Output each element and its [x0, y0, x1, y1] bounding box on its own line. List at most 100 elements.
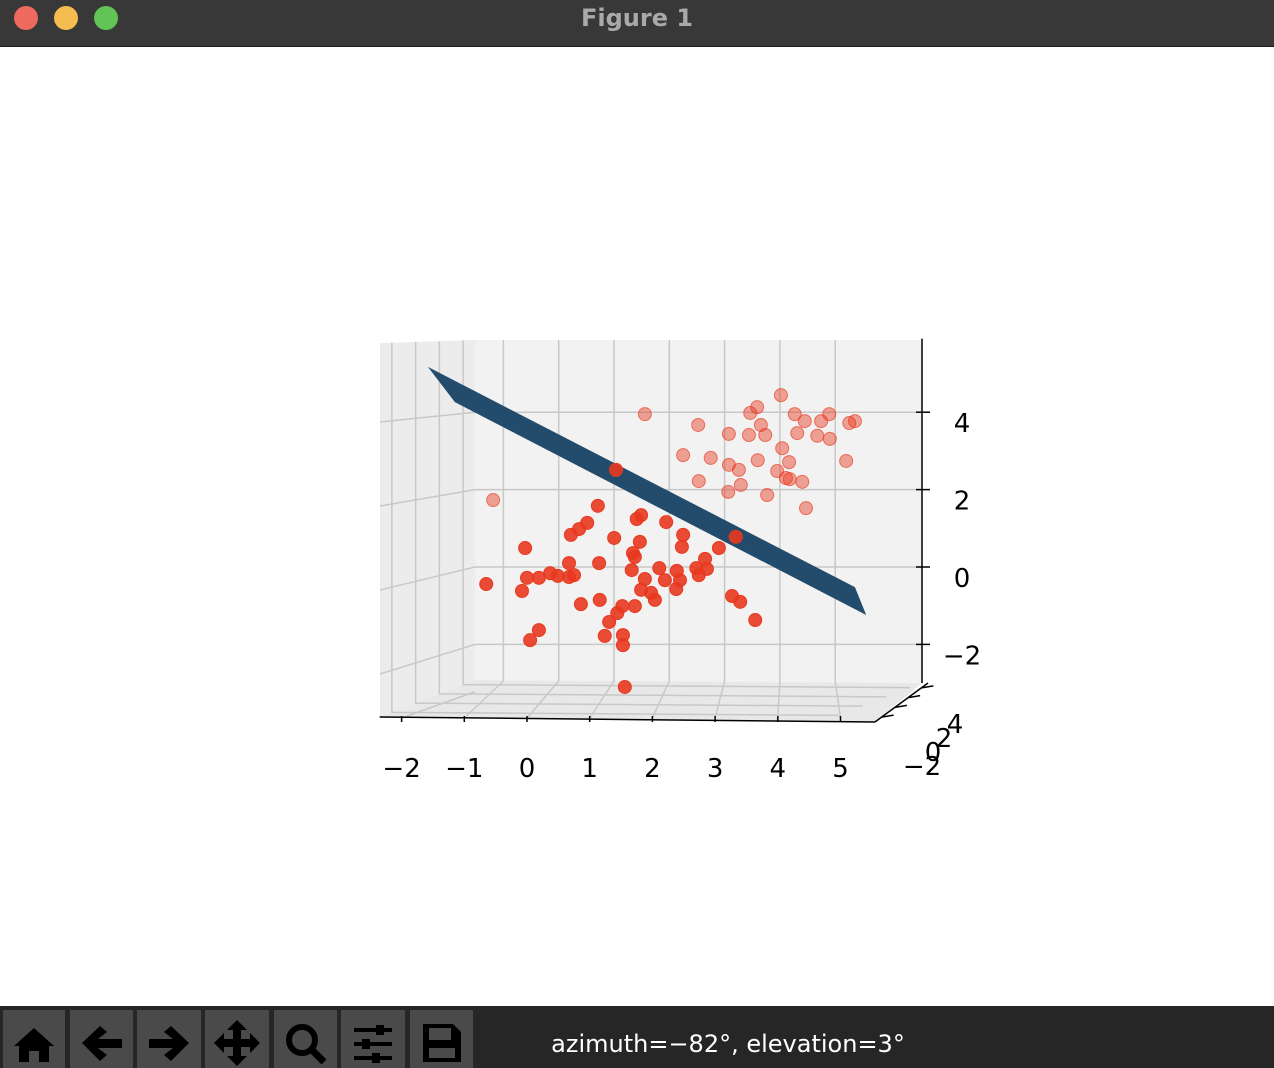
data-point: [822, 431, 837, 446]
pan-icon: [214, 1020, 260, 1066]
data-point: [669, 582, 684, 597]
grid-line: [463, 680, 504, 719]
y-axis: [874, 682, 929, 723]
data-point: [787, 407, 802, 422]
data-point: [518, 541, 533, 556]
data-point: [782, 472, 797, 487]
data-point: [486, 493, 501, 508]
data-point: [562, 570, 577, 585]
z-tick-label: −2: [943, 641, 981, 671]
data-point: [799, 501, 814, 516]
data-point: [731, 462, 746, 477]
data-point: [647, 592, 662, 607]
data-point: [814, 414, 829, 429]
window-title: Figure 1: [581, 4, 693, 32]
grid-line: [651, 680, 670, 719]
back-icon: [82, 1026, 122, 1061]
data-point: [590, 498, 605, 513]
data-point: [514, 583, 529, 598]
data-point: [733, 477, 748, 492]
status-text: azimuth=−82°, elevation=3°: [551, 1030, 905, 1058]
data-point: [592, 556, 607, 571]
data-point: [748, 613, 763, 628]
zoom-button[interactable]: [94, 6, 118, 30]
grid-line: [379, 488, 922, 507]
data-point: [691, 474, 706, 489]
data-point: [615, 638, 630, 653]
data-point: [597, 628, 612, 643]
data-point: [743, 405, 758, 420]
grid-line: [462, 340, 911, 689]
data-point: [657, 573, 672, 588]
data-point: [531, 623, 546, 638]
data-point: [691, 417, 706, 432]
data-point: [563, 527, 578, 542]
data-point: [839, 453, 854, 468]
slider-knob: [362, 1039, 370, 1049]
grid-line: [438, 341, 887, 698]
y-tick: [921, 685, 934, 689]
data-point: [790, 426, 805, 441]
data-point: [842, 416, 857, 431]
data-point: [610, 606, 625, 621]
data-point: [634, 508, 649, 523]
data-point: [562, 556, 577, 571]
data-point: [711, 541, 726, 556]
data-point: [573, 597, 588, 612]
grid-line: [391, 342, 839, 717]
data-point: [627, 599, 642, 614]
x-tick-label: 3: [707, 754, 724, 784]
data-point: [741, 428, 756, 443]
slider-knob: [376, 1025, 384, 1035]
floor-pane: [380, 680, 922, 722]
data-point: [703, 450, 718, 465]
data-point: [632, 534, 647, 549]
minimize-button[interactable]: [54, 6, 78, 30]
data-point: [617, 679, 632, 694]
grid-line: [379, 643, 922, 675]
data-point: [627, 549, 642, 564]
data-point: [775, 441, 790, 456]
data-point: [592, 592, 607, 607]
y-tick: [908, 694, 921, 699]
grid-line: [414, 341, 863, 707]
zoom-icon: [286, 1024, 318, 1056]
grid-line: [589, 680, 615, 719]
zoom-tool-button[interactable]: [274, 1010, 337, 1068]
x-tick-label: 1: [581, 754, 598, 784]
x-axis: [379, 716, 875, 723]
data-point: [733, 594, 748, 609]
forward-icon: [149, 1026, 189, 1061]
data-point: [607, 530, 622, 545]
y-tick-label: −2: [903, 752, 941, 782]
data-point: [721, 484, 736, 499]
data-point: [728, 529, 743, 544]
x-tick-label: 5: [832, 754, 849, 784]
x-tick-label: 0: [519, 754, 536, 784]
data-point: [531, 570, 546, 585]
data-point: [760, 488, 775, 503]
save-icon: [423, 1024, 461, 1062]
left-pane: [380, 340, 475, 717]
y-tick: [894, 704, 907, 709]
data-point: [782, 455, 797, 470]
data-point: [758, 428, 773, 443]
title-bar: [0, 0, 1274, 46]
data-point: [523, 633, 538, 648]
fitted-plane: [427, 366, 867, 615]
close-button[interactable]: [14, 6, 38, 30]
zoom-icon-handle: [309, 1047, 327, 1065]
data-point: [847, 414, 862, 429]
data-point: [602, 614, 617, 629]
grid-line: [526, 680, 560, 719]
data-point: [637, 407, 652, 422]
grid-line: [714, 680, 726, 719]
grid-line: [379, 566, 922, 591]
grid-line: [401, 691, 476, 719]
data-point: [676, 448, 691, 463]
data-point: [691, 568, 706, 583]
data-point: [624, 563, 639, 578]
data-point: [609, 462, 624, 477]
